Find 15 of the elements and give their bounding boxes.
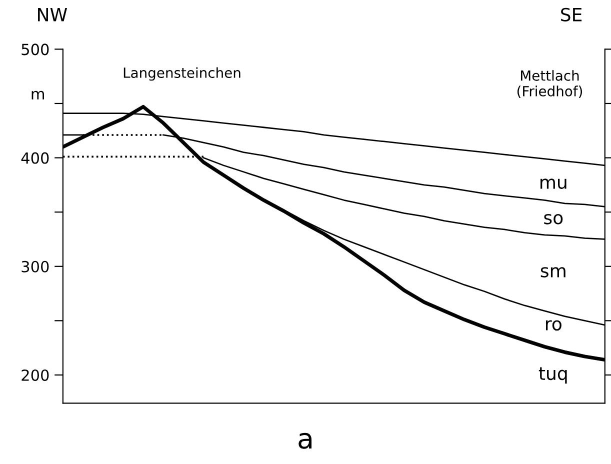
y-axis-title: m: [32, 90, 44, 100]
y-tick-label: 300: [22, 260, 49, 272]
y-tick-label: 400: [21, 152, 49, 164]
annotation: ro: [546, 320, 562, 331]
annotation: Mettlach (Friedhof): [517, 70, 582, 98]
y-tick-label: 200: [22, 369, 49, 381]
text: a: [298, 432, 312, 449]
y-tick-label: 500: [22, 44, 49, 56]
annotation: so: [544, 214, 563, 224]
annotation: sm: [540, 267, 566, 278]
annotation: mu: [540, 178, 566, 189]
text: SE: [561, 8, 582, 22]
text: NW: [38, 8, 68, 22]
annotation: tuq: [538, 367, 567, 384]
annotation: Langensteinchen: [124, 67, 240, 81]
